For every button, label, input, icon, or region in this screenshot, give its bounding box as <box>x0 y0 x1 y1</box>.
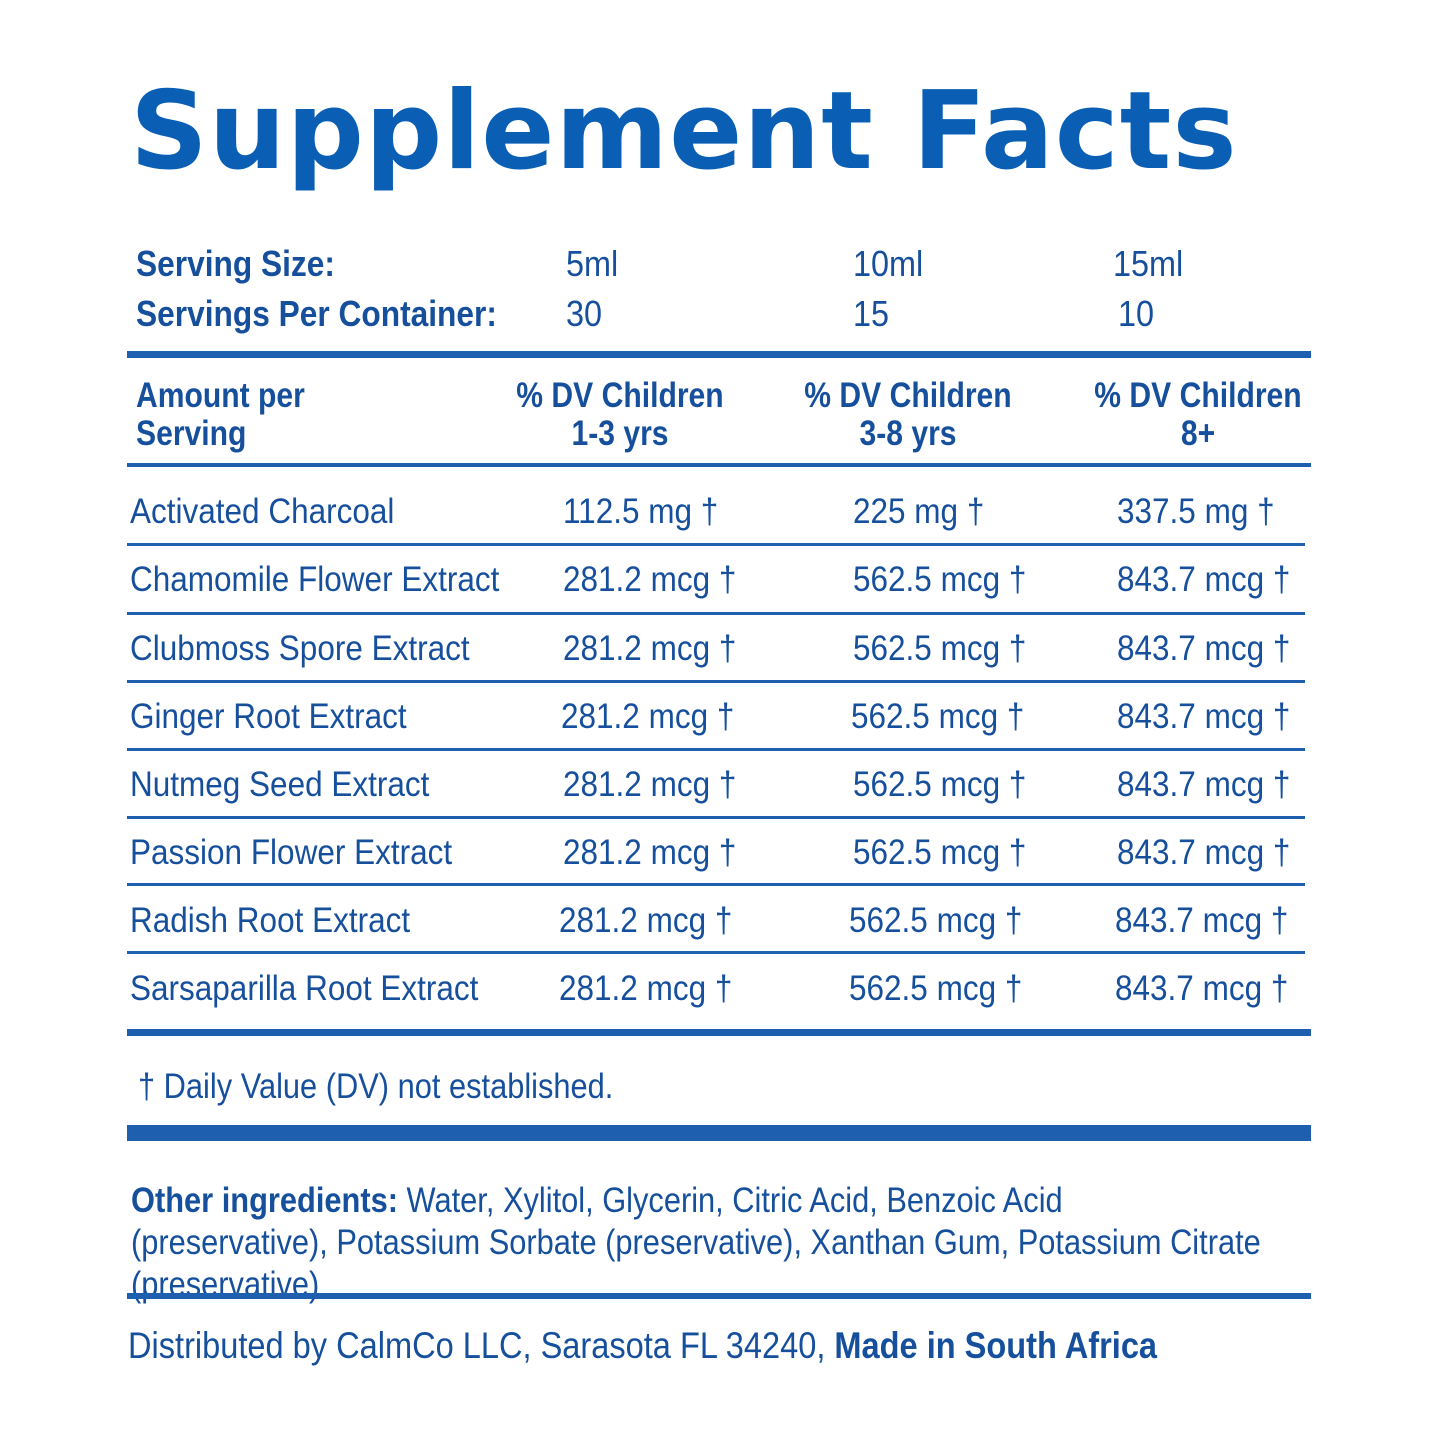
serving-size-value-1: 5ml <box>566 243 619 284</box>
dv-not-established-note: † Daily Value (DV) not established. <box>138 1067 614 1106</box>
dv-header-2-line2: 3-8 yrs <box>859 414 957 453</box>
amount-children-3-8: 562.5 mcg † <box>853 629 1027 668</box>
amount-children-8-plus: 843.7 mcg † <box>1117 833 1291 872</box>
amount-children-8-plus: 843.7 mcg † <box>1115 901 1289 940</box>
row-divider <box>127 680 1305 683</box>
amount-children-8-plus: 843.7 mcg † <box>1117 697 1291 736</box>
amount-children-3-8: 225 mg † <box>853 492 985 531</box>
amount-header-line1: Amount per <box>136 376 305 415</box>
dv-header-3-line1: % DV Children <box>1094 376 1302 415</box>
amount-children-1-3: 281.2 mcg † <box>563 833 737 872</box>
dv-header-1-line2: 1-3 yrs <box>571 414 669 453</box>
amount-children-8-plus: 843.7 mcg † <box>1115 969 1289 1008</box>
amount-children-1-3: 281.2 mcg † <box>559 901 733 940</box>
distribution-line: Distributed by CalmCo LLC, Sarasota FL 3… <box>128 1327 1157 1364</box>
amount-header-line2: Serving <box>136 414 247 453</box>
dv-header-children-8-plus: % DV Children 8+ <box>1078 377 1319 453</box>
dv-header-2-line1: % DV Children <box>804 376 1012 415</box>
header-divider <box>127 463 1311 467</box>
amount-children-3-8: 562.5 mcg † <box>853 833 1027 872</box>
amount-children-3-8: 562.5 mcg † <box>853 765 1027 804</box>
amount-children-3-8: 562.5 mcg † <box>853 560 1027 599</box>
amount-children-8-plus: 843.7 mcg † <box>1117 765 1291 804</box>
ingredient-name: Passion Flower Extract <box>130 833 453 872</box>
dv-header-3-line2: 8+ <box>1180 414 1216 453</box>
amount-children-1-3: 281.2 mcg † <box>563 560 737 599</box>
row-divider <box>127 816 1305 819</box>
servings-per-container-value-3: 10 <box>1118 293 1155 334</box>
amount-children-1-3: 281.2 mcg † <box>559 969 733 1008</box>
ingredient-name: Chamomile Flower Extract <box>130 560 500 599</box>
ingredient-name: Activated Charcoal <box>130 492 395 531</box>
ingredient-name: Sarsaparilla Root Extract <box>130 969 479 1008</box>
amount-children-1-3: 281.2 mcg † <box>563 629 737 668</box>
servings-per-container-value-1: 30 <box>566 293 603 334</box>
made-in-text: Made in South Africa <box>834 1325 1158 1366</box>
amount-children-3-8: 562.5 mcg † <box>849 969 1023 1008</box>
amount-children-1-3: 112.5 mg † <box>563 492 719 531</box>
amount-children-1-3: 281.2 mcg † <box>563 765 737 804</box>
dv-header-1-line1: % DV Children <box>516 376 724 415</box>
ingredient-name: Clubmoss Spore Extract <box>130 629 470 668</box>
thick-divider-bottom <box>127 1029 1311 1036</box>
ingredient-name: Ginger Root Extract <box>130 697 407 736</box>
other-ingredients-text: Water, Xylitol, Glycerin, Citric Acid, B… <box>131 1181 1261 1304</box>
row-divider <box>127 543 1305 546</box>
other-ingredients: Other ingredients: Water, Xylitol, Glyce… <box>131 1180 1266 1306</box>
thick-divider-top <box>127 351 1311 358</box>
row-divider <box>127 748 1305 751</box>
amount-children-3-8: 562.5 mcg † <box>849 901 1023 940</box>
footer-divider <box>127 1293 1311 1299</box>
amount-children-8-plus: 843.7 mcg † <box>1117 560 1291 599</box>
dv-header-children-1-3: % DV Children 1-3 yrs <box>495 377 744 453</box>
panel-title: Supplement Facts <box>130 69 1238 194</box>
servings-per-container-label: Servings Per Container: <box>136 293 497 334</box>
amount-children-1-3: 281.2 mcg † <box>561 697 735 736</box>
amount-per-serving-header: Amount per Serving <box>136 377 305 453</box>
heavy-divider <box>127 1125 1311 1141</box>
amount-children-3-8: 562.5 mcg † <box>851 697 1025 736</box>
serving-size-label: Serving Size: <box>136 243 335 284</box>
distributor-text: Distributed by CalmCo LLC, Sarasota FL 3… <box>128 1325 835 1366</box>
row-divider <box>127 951 1305 954</box>
ingredient-name: Nutmeg Seed Extract <box>130 765 430 804</box>
serving-size-value-2: 10ml <box>853 243 924 284</box>
amount-children-8-plus: 337.5 mg † <box>1117 492 1275 531</box>
row-divider <box>127 883 1305 886</box>
row-divider <box>127 612 1305 615</box>
serving-size-value-3: 15ml <box>1113 243 1184 284</box>
dv-header-children-3-8: % DV Children 3-8 yrs <box>779 377 1037 453</box>
servings-per-container-value-2: 15 <box>853 293 890 334</box>
other-ingredients-label: Other ingredients: <box>131 1181 398 1220</box>
ingredient-name: Radish Root Extract <box>130 901 411 940</box>
amount-children-8-plus: 843.7 mcg † <box>1117 629 1291 668</box>
